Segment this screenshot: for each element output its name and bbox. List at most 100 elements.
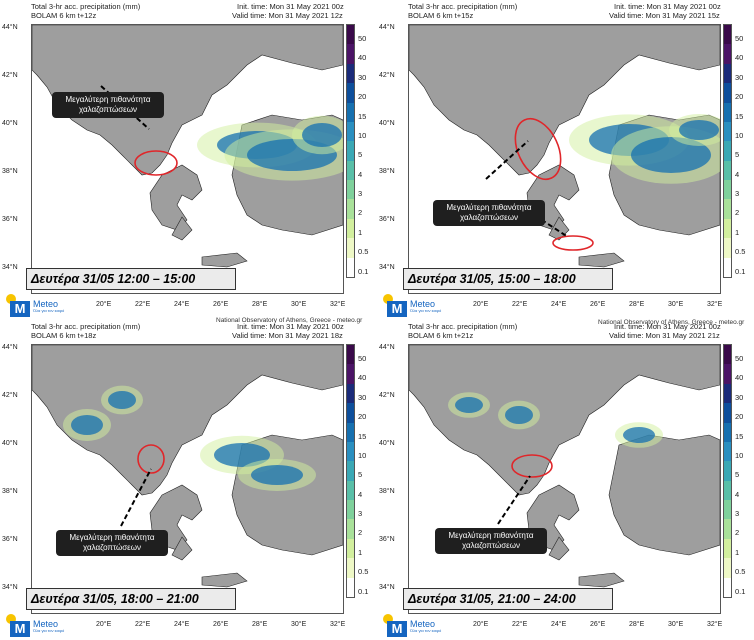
colorbar-label: 20 [358, 412, 367, 422]
colorbar-label: 40 [735, 373, 744, 383]
logo-brand: Meteo [33, 619, 59, 629]
colorbar [723, 24, 732, 278]
colorbar-segment [724, 538, 731, 559]
colorbar-label: 1 [358, 547, 363, 557]
lat-label: 44°N [379, 344, 395, 351]
colorbar [723, 344, 732, 598]
colorbar-label: 4 [735, 169, 740, 179]
colorbar-label: 30 [358, 72, 367, 82]
forecast-panel: Total 3-hr acc. precipitation (mm) BOLAM … [0, 0, 377, 320]
colorbar-label: 0.5 [358, 567, 369, 577]
lon-label: 20°E [473, 301, 489, 308]
map-svg [409, 345, 720, 613]
hail-callout: Μεγαλύτερη πιθανότητα χαλαζοπτώσεων [435, 528, 547, 554]
colorbar-label: 2 [735, 208, 740, 218]
lat-label: 34°N [379, 584, 395, 591]
hail-callout: Μεγαλύτερη πιθανότητα χαλαζοπτώσεων [56, 530, 168, 556]
colorbar-segment [347, 141, 354, 161]
meteo-logo: M Meteo Όλα για τον καιρό [6, 294, 66, 318]
colorbar-segment [347, 558, 354, 578]
lat-label: 38°N [379, 488, 395, 495]
lat-label: 34°N [2, 584, 18, 591]
lat-label: 44°N [379, 24, 395, 31]
colorbar-segment [347, 25, 354, 45]
logo-m: M [10, 621, 30, 637]
colorbar-label: 3 [358, 189, 363, 199]
colorbar-segment [724, 480, 731, 500]
panel-times: Init. time: Mon 31 May 2021 00z Valid tim… [232, 2, 344, 20]
colorbar-label: 0.1 [735, 266, 746, 276]
panel-times: Init. time: Mon 31 May 2021 00z Valid tim… [609, 2, 721, 20]
colorbar-segment [724, 102, 731, 122]
credit-right: National Observatory of Athens, Greece -… [598, 319, 745, 326]
lat-label: 40°N [379, 120, 395, 127]
colorbar-label: 1 [358, 227, 363, 237]
colorbar-segment [724, 461, 731, 481]
colorbar-label: 30 [735, 72, 744, 82]
lon-label: 26°E [213, 301, 229, 308]
forecast-panel: Total 3-hr acc. precipitation (mm) BOLAM … [377, 320, 754, 640]
sun-icon [6, 294, 16, 304]
colorbar-segment [724, 25, 731, 45]
lon-label: 28°E [252, 301, 268, 308]
lon-label: 32°E [330, 301, 346, 308]
lat-label: 40°N [379, 440, 395, 447]
colorbar-label: 0.5 [735, 247, 746, 257]
colorbar-label: 4 [358, 489, 363, 499]
hail-risk-ellipse [511, 454, 553, 478]
colorbar [346, 344, 355, 598]
lon-label: 20°E [96, 301, 112, 308]
colorbar-label: 3 [735, 189, 740, 199]
colorbar-segment [724, 364, 731, 384]
precipitation-area [108, 391, 136, 409]
land-area [32, 345, 343, 496]
date-label: Δευτέρα 31/05, 18:00 – 21:00 [26, 588, 236, 610]
land-area [409, 25, 720, 176]
lon-label: 30°E [668, 301, 684, 308]
lon-label: 24°E [174, 621, 190, 628]
lon-label: 24°E [174, 301, 190, 308]
date-label: Δευτέρα 31/05, 21:00 – 24:00 [403, 588, 613, 610]
colorbar-label: 0.1 [358, 266, 369, 276]
lon-label: 32°E [707, 621, 723, 628]
colorbar-label: 30 [735, 392, 744, 402]
lat-label: 44°N [2, 24, 18, 31]
precipitation-area [505, 406, 533, 424]
colorbar-label: 1 [735, 227, 740, 237]
callout-arrow [485, 140, 529, 180]
logo-tagline: Όλα για τον καιρό [33, 308, 65, 313]
colorbar-label: 30 [358, 392, 367, 402]
lon-label: 30°E [291, 301, 307, 308]
colorbar-segment [347, 441, 354, 462]
colorbar-label: 4 [735, 489, 740, 499]
colorbar-segment [347, 383, 354, 404]
land-area [578, 252, 625, 268]
colorbar-segment [347, 238, 354, 258]
colorbar-label: 15 [358, 431, 367, 441]
colorbar-label: 1 [735, 547, 740, 557]
colorbar-label: 40 [735, 53, 744, 63]
lat-label: 36°N [2, 536, 18, 543]
hail-risk-ellipse [137, 444, 165, 474]
logo-brand: Meteo [410, 299, 436, 309]
colorbar-label: 0.1 [358, 586, 369, 596]
colorbar-segment [724, 500, 731, 520]
colorbar-segment [347, 160, 354, 180]
colorbar-label: 50 [735, 354, 744, 363]
lat-label: 40°N [2, 120, 18, 127]
hail-callout: Μεγαλύτερη πιθανότητα χαλαζοπτώσεων [433, 200, 545, 226]
logo-m: M [387, 621, 407, 637]
colorbar-segment [724, 180, 731, 200]
lat-label: 34°N [2, 264, 18, 271]
colorbar-segment [724, 383, 731, 404]
colorbar-label: 5 [358, 470, 363, 480]
lat-label: 42°N [379, 72, 395, 79]
colorbar-label: 20 [735, 92, 744, 102]
precipitation-area [455, 397, 483, 413]
map-svg [32, 345, 343, 613]
colorbar-segment [724, 403, 731, 423]
colorbar-segment [724, 83, 731, 103]
lat-label: 42°N [2, 72, 18, 79]
panel-times: Init. time: Mon 31 May 2021 00z Valid tim… [232, 322, 344, 340]
land-area [171, 216, 193, 241]
